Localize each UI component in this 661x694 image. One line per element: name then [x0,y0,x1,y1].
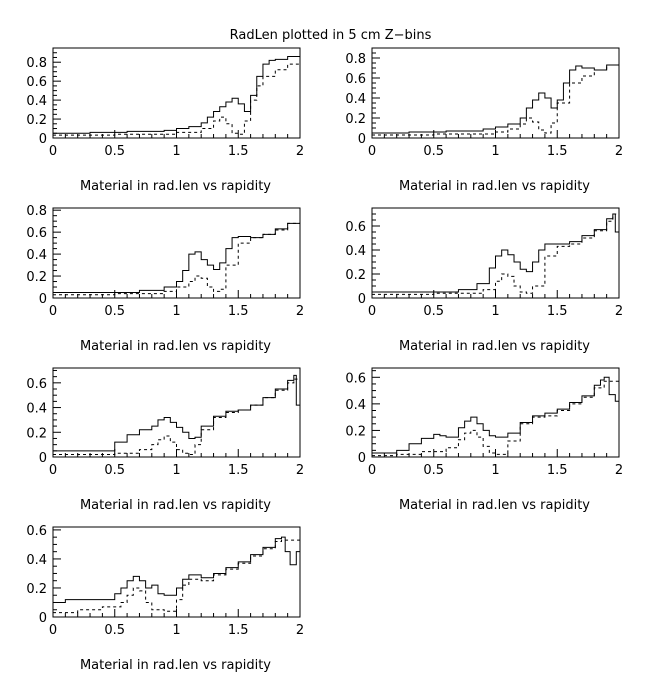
plot-frame [52,526,301,618]
y-tick-label: 0.4 [345,398,366,413]
y-tick-label: 0 [358,292,366,307]
series-dashed-line [372,58,620,136]
y-tick-label: 0.6 [345,72,366,87]
x-tick-label: 0.5 [423,144,444,159]
x-tick-label: 1 [172,304,180,319]
plot-4: 0 0.5 1 1.5 2 0 0.2 0.4 0.6 Material in rad.len v… [345,207,623,354]
y-tick-label: 0.2 [26,113,47,128]
y-tick-label: 0.8 [26,56,47,71]
x-tick-label: 1.5 [547,304,568,319]
x-tick-label: 1.5 [547,144,568,159]
y-tick-label: 0.8 [345,52,366,67]
y-tick-label: 0.4 [345,92,366,107]
x-tick-label: 0 [368,144,376,159]
x-tick-label: 1 [172,463,180,478]
y-tick-label: 0 [39,451,47,466]
x-axis-label: Material in rad.len vs rapidity [80,179,271,194]
page-title: RadLen plotted in 5 cm Z−bins [229,28,432,43]
y-tick-label: 0.6 [26,75,47,90]
x-tick-label: 2 [296,463,304,478]
x-tick-label: 1 [172,623,180,638]
x-tick-label: 0.5 [104,623,125,638]
y-tick-label: 0.4 [26,553,47,568]
y-tick-label: 0.6 [26,226,47,241]
series-dashed-line [53,58,301,136]
series-solid-line [53,374,301,452]
x-axis-label: Material in rad.len vs rapidity [399,498,590,513]
x-axis-label: Material in rad.len vs rapidity [80,658,271,673]
y-tick-label: 0.6 [345,220,366,235]
x-tick-label: 1.5 [228,623,249,638]
plot-2: 0 0.5 1 1.5 2 0 0.2 0.4 0.6 0.8 Material in rad.le… [345,47,623,194]
x-tick-label: 1.5 [547,463,568,478]
x-tick-label: 0.5 [423,463,444,478]
y-tick-label: 0.4 [26,248,47,263]
x-tick-label: 1.5 [228,463,249,478]
series-dashed-line [53,378,300,456]
y-tick-label: 0.2 [26,426,47,441]
x-tick-label: 1 [491,304,499,319]
y-tick-label: 0.2 [26,582,47,597]
plot-6: 0 0.5 1 1.5 2 0 0.2 0.4 0.6 Material in rad.len v… [345,367,623,513]
y-tick-label: 0.4 [26,94,47,109]
series-solid-line [372,58,620,134]
y-tick-label: 0 [358,451,366,466]
x-tick-label: 1 [491,463,499,478]
series-solid-line [372,213,620,293]
series-solid-line [53,54,301,134]
x-tick-label: 0 [49,623,57,638]
x-tick-label: 0 [49,463,57,478]
series-solid-line [53,215,301,294]
x-tick-label: 1.5 [228,304,249,319]
y-tick-label: 0.2 [345,112,366,127]
x-tick-label: 1 [491,144,499,159]
y-tick-label: 0.2 [345,424,366,439]
plot-frame [52,367,301,458]
x-tick-label: 2 [296,623,304,638]
x-tick-label: 0.5 [104,144,125,159]
plot-7: 0 0.5 1 1.5 2 0 0.2 0.4 0.6 Material in rad.len v… [26,524,304,673]
plot-frame [52,47,301,139]
series-solid-line [372,376,620,454]
x-axis-label: Material in rad.len vs rapidity [399,339,590,354]
plot-frame [371,47,620,139]
series-dashed-line [53,539,300,614]
y-tick-label: 0 [39,132,47,147]
y-tick-label: 0.6 [345,371,366,386]
y-tick-label: 0.2 [345,268,366,283]
x-axis-label: Material in rad.len vs rapidity [80,339,271,354]
x-tick-label: 1.5 [228,144,249,159]
x-tick-label: 1 [172,144,180,159]
series-dashed-line [372,213,619,295]
x-tick-label: 0 [49,144,57,159]
x-tick-label: 0.5 [104,304,125,319]
x-tick-label: 0 [368,463,376,478]
x-tick-label: 2 [615,463,623,478]
x-tick-label: 2 [615,304,623,319]
x-tick-label: 0.5 [104,463,125,478]
x-axis-label: Material in rad.len vs rapidity [399,179,590,194]
x-tick-label: 0 [49,304,57,319]
y-tick-label: 0 [39,611,47,626]
y-tick-label: 0 [358,132,366,147]
y-tick-label: 0.8 [26,204,47,219]
x-axis-label: Material in rad.len vs rapidity [80,498,271,513]
x-tick-label: 2 [615,144,623,159]
x-tick-label: 0 [368,304,376,319]
y-tick-label: 0.6 [26,524,47,539]
series-solid-line [53,529,301,603]
series-dashed-line [53,217,301,296]
x-tick-label: 2 [296,304,304,319]
y-tick-label: 0.4 [345,244,366,259]
y-tick-label: 0 [39,292,47,307]
plot-3: 0 0.5 1 1.5 2 0 0.2 0.4 0.6 0.8 Material in rad.le… [26,204,304,354]
x-tick-label: 0.5 [423,304,444,319]
y-tick-label: 0.6 [26,377,47,392]
y-tick-label: 0.2 [26,270,47,285]
y-tick-label: 0.4 [26,402,47,417]
x-tick-label: 2 [296,144,304,159]
plot-5: 0 0.5 1 1.5 2 0 0.2 0.4 0.6 Material in rad.len v… [26,367,304,513]
plot-1: 0 0.5 1 1.5 2 0 0.2 0.4 0.6 0.8 Material in rad.le… [26,47,304,194]
